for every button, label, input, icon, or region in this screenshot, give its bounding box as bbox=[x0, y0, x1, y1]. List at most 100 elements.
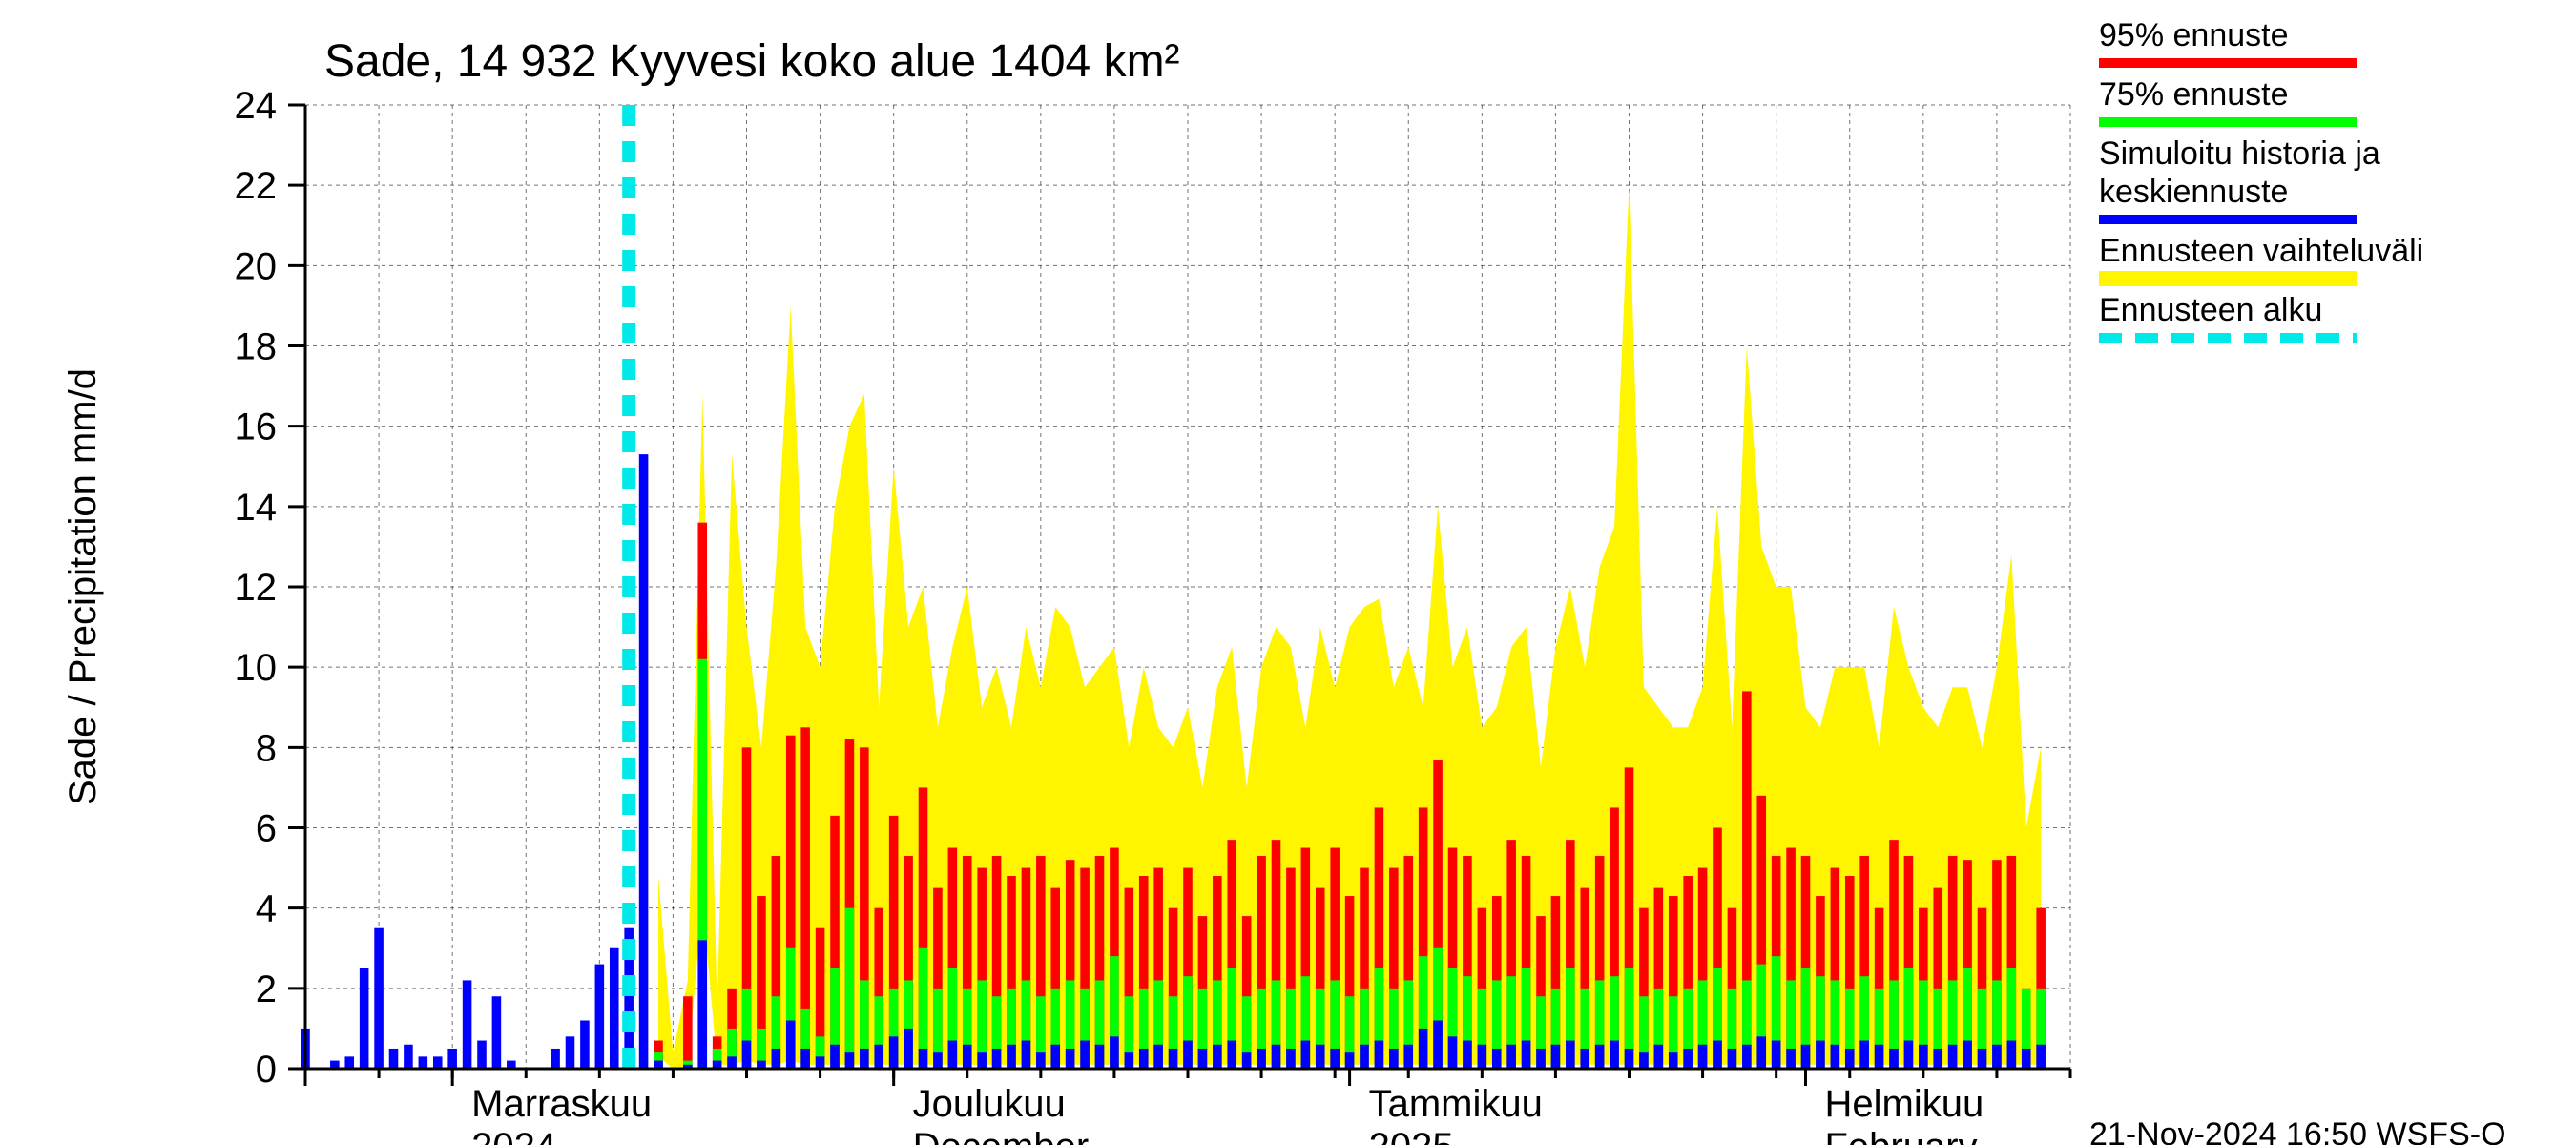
forecast-bar-mid bbox=[1669, 1052, 1678, 1069]
forecast-bar-95 bbox=[683, 996, 693, 1069]
forecast-bar-mid bbox=[933, 1052, 943, 1069]
forecast-bar-mid bbox=[1403, 1045, 1413, 1069]
forecast-bar-mid bbox=[1227, 1041, 1236, 1069]
forecast-bar-mid bbox=[919, 1049, 928, 1069]
history-bar bbox=[374, 928, 384, 1069]
svg-text:Joulukuu: Joulukuu bbox=[913, 1083, 1066, 1125]
forecast-bar-mid bbox=[1772, 1041, 1781, 1069]
svg-text:keskiennuste: keskiennuste bbox=[2099, 174, 2288, 210]
forecast-bar-mid bbox=[1095, 1045, 1105, 1069]
forecast-bar-mid bbox=[1816, 1041, 1825, 1069]
svg-text:12: 12 bbox=[235, 567, 278, 609]
forecast-bar-mid bbox=[1316, 1045, 1325, 1069]
svg-text:95% ennuste: 95% ennuste bbox=[2099, 17, 2289, 53]
history-bar bbox=[566, 1036, 575, 1069]
forecast-bar-mid bbox=[1698, 1045, 1708, 1069]
svg-text:2025: 2025 bbox=[1369, 1126, 1454, 1145]
forecast-bar-mid bbox=[1713, 1041, 1722, 1069]
forecast-bar-mid bbox=[1257, 1049, 1266, 1069]
forecast-bar-mid bbox=[1330, 1049, 1340, 1069]
forecast-bar-mid bbox=[1859, 1041, 1869, 1069]
forecast-bar-mid bbox=[1845, 1049, 1855, 1069]
history-bar bbox=[492, 996, 502, 1069]
chart-footer: 21-Nov-2024 16:50 WSFS-O bbox=[2089, 1116, 2506, 1145]
svg-text:2: 2 bbox=[256, 968, 277, 1010]
forecast-bar-mid bbox=[963, 1045, 972, 1069]
forecast-bar-mid bbox=[1683, 1049, 1693, 1069]
forecast-bar-mid bbox=[1933, 1049, 1942, 1069]
forecast-bar-mid bbox=[816, 1056, 825, 1069]
history-bar bbox=[447, 1049, 457, 1069]
history-bar bbox=[551, 1049, 560, 1069]
forecast-bar-mid bbox=[2007, 1041, 2017, 1069]
forecast-bar-mid bbox=[1066, 1049, 1075, 1069]
history-bar bbox=[477, 1041, 487, 1069]
svg-text:Ennusteen vaihteluväli: Ennusteen vaihteluväli bbox=[2099, 233, 2423, 269]
history-bar bbox=[389, 1049, 399, 1069]
forecast-bar-mid bbox=[1183, 1041, 1193, 1069]
forecast-bar-mid bbox=[1286, 1049, 1296, 1069]
forecast-bar-mid bbox=[1419, 1029, 1428, 1069]
forecast-bar-mid bbox=[1919, 1045, 1928, 1069]
svg-text:Tammikuu: Tammikuu bbox=[1369, 1083, 1543, 1125]
forecast-bar-mid bbox=[889, 1036, 899, 1069]
svg-text:75% ennuste: 75% ennuste bbox=[2099, 76, 2289, 113]
forecast-bar-mid bbox=[772, 1049, 781, 1069]
svg-text:6: 6 bbox=[256, 808, 277, 850]
history-bar bbox=[419, 1056, 428, 1069]
forecast-bar-mid bbox=[1272, 1045, 1281, 1069]
forecast-bar-mid bbox=[1536, 1049, 1546, 1069]
forecast-bar-mid bbox=[1654, 1045, 1664, 1069]
history-bar bbox=[404, 1045, 413, 1069]
forecast-bar-mid bbox=[1080, 1041, 1090, 1069]
forecast-bar-mid bbox=[1610, 1041, 1619, 1069]
history-bar bbox=[580, 1021, 590, 1070]
forecast-bar-mid bbox=[1242, 1052, 1252, 1069]
history-bar bbox=[360, 968, 369, 1069]
svg-text:18: 18 bbox=[235, 326, 278, 368]
forecast-bar-mid bbox=[1050, 1045, 1060, 1069]
svg-text:22: 22 bbox=[235, 165, 278, 207]
forecast-bar-mid bbox=[786, 1021, 796, 1070]
forecast-bar-mid bbox=[1566, 1041, 1575, 1069]
y-axis-label: Sade / Precipitation mm/d bbox=[62, 368, 104, 805]
forecast-bar-mid bbox=[1551, 1045, 1561, 1069]
svg-text:20: 20 bbox=[235, 245, 278, 287]
forecast-bar-mid bbox=[1433, 1021, 1443, 1070]
forecast-bar-mid bbox=[1742, 1045, 1752, 1069]
forecast-bar-mid bbox=[845, 1052, 855, 1069]
forecast-bar-mid bbox=[1992, 1045, 2002, 1069]
forecast-bar-mid bbox=[1580, 1049, 1589, 1069]
forecast-bar-mid bbox=[904, 1029, 913, 1069]
forecast-bar-mid bbox=[1522, 1041, 1531, 1069]
forecast-bar-mid bbox=[1389, 1049, 1399, 1069]
forecast-bar-mid bbox=[1198, 1049, 1208, 1069]
forecast-bar-mid bbox=[1345, 1052, 1355, 1069]
forecast-bar-mid bbox=[1639, 1052, 1649, 1069]
forecast-bar-mid bbox=[1022, 1041, 1031, 1069]
forecast-bar-mid bbox=[2036, 1045, 2046, 1069]
svg-text:24: 24 bbox=[235, 85, 278, 127]
svg-text:February: February bbox=[1825, 1126, 1978, 1145]
forecast-bar-mid bbox=[1301, 1041, 1311, 1069]
forecast-bar-mid bbox=[1448, 1036, 1458, 1069]
svg-text:Ennusteen alku: Ennusteen alku bbox=[2099, 292, 2322, 328]
history-bar bbox=[463, 980, 472, 1069]
forecast-bar-mid bbox=[1889, 1049, 1899, 1069]
forecast-bar-mid bbox=[727, 1056, 737, 1069]
svg-text:Simuloitu historia ja: Simuloitu historia ja bbox=[2099, 135, 2380, 172]
forecast-bar-mid bbox=[1978, 1049, 1987, 1069]
forecast-bar-mid bbox=[1036, 1052, 1046, 1069]
forecast-bar-75 bbox=[845, 908, 855, 1069]
forecast-bar-mid bbox=[697, 940, 707, 1069]
forecast-bar-mid bbox=[1492, 1049, 1502, 1069]
forecast-bar-mid bbox=[1786, 1049, 1796, 1069]
svg-text:16: 16 bbox=[235, 406, 278, 448]
forecast-bar-mid bbox=[1125, 1052, 1134, 1069]
forecast-bar-mid bbox=[1831, 1045, 1840, 1069]
svg-text:Marraskuu: Marraskuu bbox=[471, 1083, 652, 1125]
forecast-bar-mid bbox=[1948, 1045, 1958, 1069]
forecast-bar-mid bbox=[1213, 1045, 1222, 1069]
svg-text:2024: 2024 bbox=[471, 1126, 556, 1145]
forecast-bar-mid bbox=[1153, 1045, 1163, 1069]
